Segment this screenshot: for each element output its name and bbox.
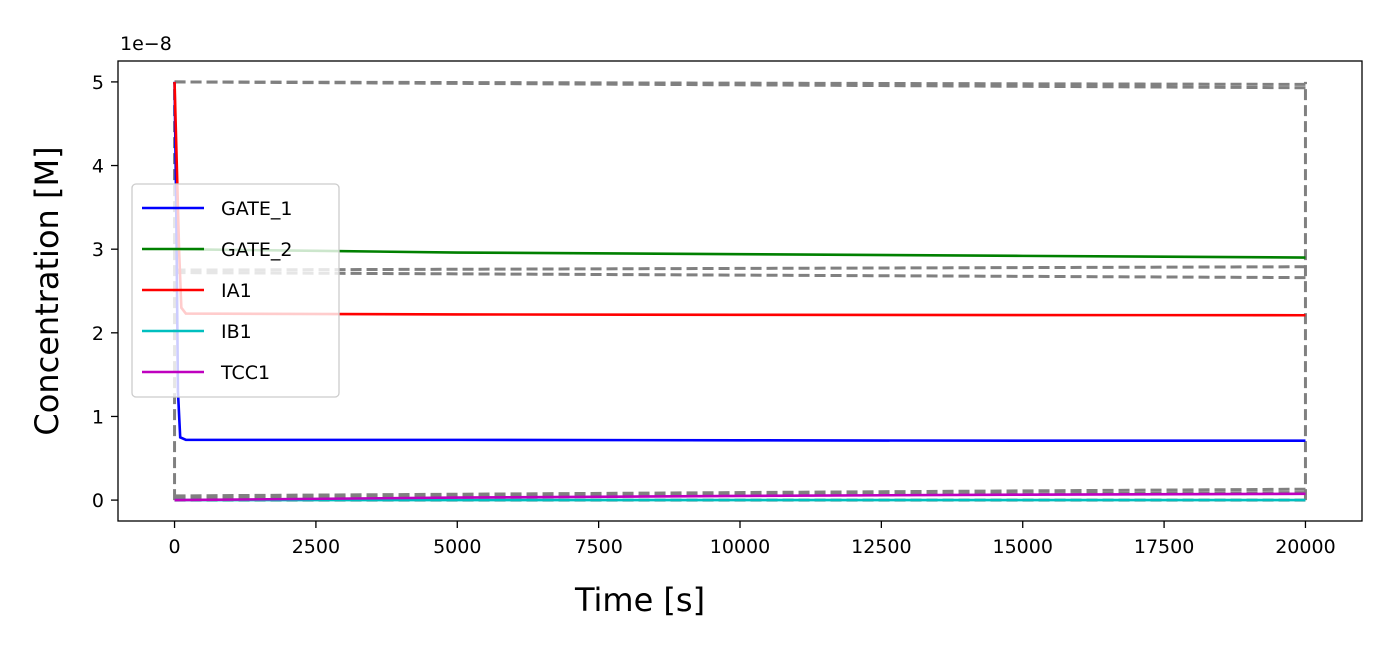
legend-label-tcc1: TCC1 (220, 362, 270, 384)
reference-line-3 (174, 271, 1306, 280)
plot-area (173, 80, 1307, 502)
legend-label-gate-1: GATE_1 (221, 198, 292, 220)
x-tick-label: 2500 (292, 536, 340, 558)
y-tick-label: 3 (92, 239, 104, 261)
x-tick-label: 17500 (1134, 536, 1194, 558)
x-tick-label: 20000 (1275, 536, 1335, 558)
x-tick-label: 0 (168, 536, 180, 558)
y-tick-label: 1 (92, 406, 104, 428)
legend-label-gate-2: GATE_2 (221, 239, 292, 261)
x-axis-label: Time [s] (574, 581, 705, 619)
y-axis-label: Concentration [M] (28, 146, 66, 435)
x-tick-label: 12500 (851, 536, 911, 558)
reference-line-2 (174, 265, 1306, 272)
legend-label-ia1: IA1 (221, 280, 252, 302)
x-axis: 0 2500 5000 7500 10000 12500 15000 17500 20000 (168, 521, 1336, 558)
reference-line-0 (174, 80, 1306, 86)
y-tick-label: 5 (92, 72, 104, 94)
y-tick-label: 0 (92, 490, 104, 512)
x-tick-label: 15000 (993, 536, 1053, 558)
x-tick-label: 10000 (710, 536, 770, 558)
x-tick-label: 7500 (574, 536, 622, 558)
x-tick-label: 5000 (433, 536, 481, 558)
y-tick-label: 2 (92, 323, 104, 345)
legend-label-ib1: IB1 (221, 321, 252, 343)
reference-line-1 (174, 80, 1306, 90)
y-offset-label: 1e−8 (120, 33, 172, 55)
reference-line-4 (174, 487, 1306, 498)
legend: GATE_1 GATE_2 IA1 IB1 TCC1 (131, 183, 340, 398)
legend-box (131, 183, 340, 398)
y-tick-label: 4 (92, 156, 104, 178)
series-line-tcc1 (174, 492, 1306, 502)
y-axis: 0 1 2 3 4 5 (92, 72, 118, 512)
